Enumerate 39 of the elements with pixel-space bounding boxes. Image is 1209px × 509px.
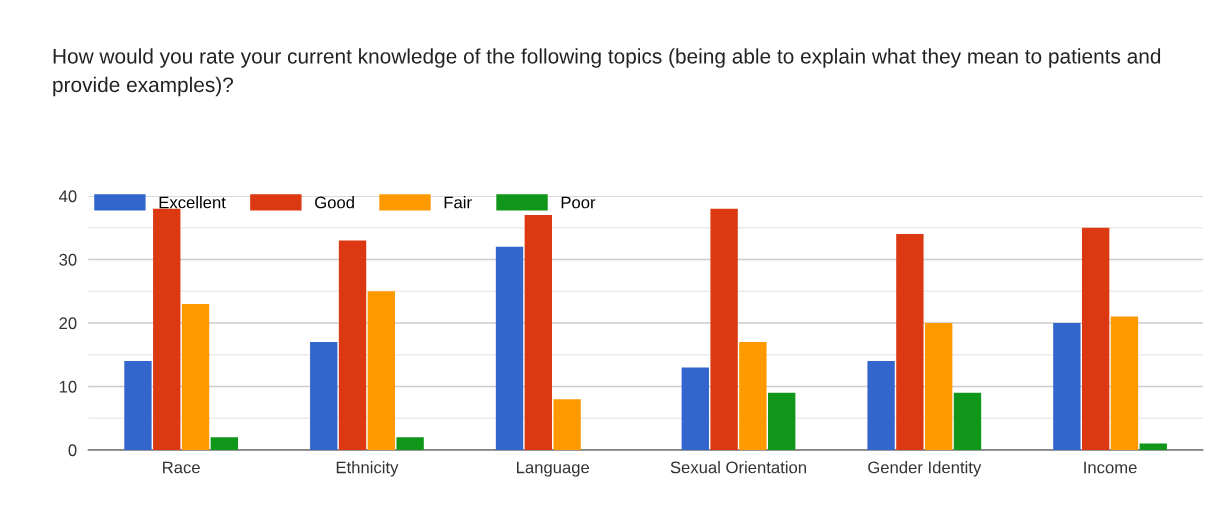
- bar: [768, 392, 796, 450]
- bar: [896, 234, 924, 450]
- legend-label: Good: [315, 196, 354, 209]
- legend-label: Fair: [444, 196, 472, 209]
- bar: [553, 399, 581, 450]
- bar: [739, 342, 767, 450]
- bar: [1110, 316, 1139, 450]
- bar: [210, 437, 239, 450]
- x-tick-label: Gender Identity: [868, 461, 982, 477]
- legend-label: Excellent: [159, 196, 226, 209]
- y-tick-label: 10: [59, 380, 77, 393]
- bar: [181, 303, 210, 450]
- bar: [495, 246, 524, 450]
- bar: [124, 361, 152, 450]
- bar: [1053, 322, 1081, 450]
- bar: [524, 215, 552, 450]
- y-tick-label: 0: [68, 444, 77, 457]
- bar: [396, 437, 424, 450]
- bar: [338, 240, 367, 450]
- x-tick-label: Sexual Orientation: [670, 461, 806, 474]
- y-tick-label: 40: [58, 190, 77, 203]
- bar: [1081, 227, 1110, 450]
- bar: [867, 361, 895, 450]
- bar: [367, 291, 396, 450]
- bar: [1139, 443, 1167, 450]
- chart-title: How would you rate your current knowledge of the following topics (being able to explain what they mean to patients and provide examples)?: [53, 48, 1161, 97]
- x-tick-label: Ethnicity: [336, 461, 399, 477]
- x-tick-label: Language: [517, 461, 590, 477]
- y-tick-label: 20: [59, 317, 77, 330]
- legend-label: Poor: [561, 196, 596, 209]
- bar: [953, 392, 982, 450]
- x-tick-label: Income: [1084, 461, 1137, 474]
- bar: [153, 208, 181, 450]
- bar: [310, 342, 338, 450]
- bar: [925, 322, 953, 450]
- y-tick-label: 30: [59, 253, 77, 266]
- bar: [710, 208, 738, 450]
- x-tick-label: Race: [163, 461, 200, 474]
- bar: [681, 367, 709, 450]
